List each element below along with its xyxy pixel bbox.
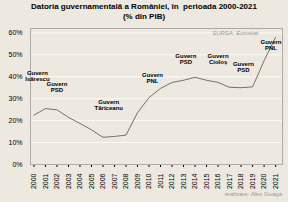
svg-text:2018: 2018 (237, 173, 244, 189)
svg-text:2000: 2000 (30, 173, 37, 189)
svg-text:2014: 2014 (191, 173, 198, 189)
svg-text:GuvernTăriceanu: GuvernTăriceanu (95, 99, 124, 111)
svg-text:30%: 30% (8, 95, 22, 102)
svg-text:2017: 2017 (226, 173, 233, 189)
svg-text:50%: 50% (8, 51, 22, 58)
html-text:Guvern: Guvern (26, 70, 48, 77)
svg-text:2001: 2001 (42, 173, 49, 189)
html-text:Datoria guvernamentală a Român: Datoria guvernamentală a României, în pe… (31, 2, 257, 11)
svg-text:2019: 2019 (249, 173, 256, 189)
svg-text:GuvernPSD: GuvernPSD (233, 61, 254, 73)
svg-text:2008: 2008 (122, 173, 129, 189)
svg-text:2002: 2002 (53, 173, 60, 189)
svg-text:2021: 2021 (272, 173, 279, 189)
svg-text:10%: 10% (8, 139, 22, 146)
svg-text:2013: 2013 (180, 173, 187, 189)
svg-text:60%: 60% (8, 29, 22, 36)
html-text:(% din PIB): (% din PIB) (122, 12, 166, 21)
svg-text:2009: 2009 (134, 173, 141, 189)
svg-text:GuvernCioloș: GuvernCioloș (208, 53, 229, 66)
svg-text:20%: 20% (8, 117, 22, 124)
svg-text:GuvernPNL: GuvernPNL (260, 39, 281, 51)
html-text:Isărescu: Isărescu (25, 76, 50, 83)
svg-text:2011: 2011 (157, 173, 164, 188)
svg-text:2015: 2015 (203, 173, 210, 189)
svg-text:2016: 2016 (214, 173, 221, 189)
svg-text:40%: 40% (8, 73, 22, 80)
svg-text:2003: 2003 (65, 173, 72, 189)
svg-text:0%: 0% (12, 161, 22, 168)
svg-text:2020: 2020 (260, 173, 267, 189)
svg-text:GuvernPSD: GuvernPSD (175, 53, 196, 65)
html-text:realizare: Alex Goaga: realizare: Alex Goaga (224, 191, 282, 197)
svg-text:SURSA: Eurostat: SURSA: Eurostat (212, 30, 259, 36)
svg-text:2005: 2005 (88, 173, 95, 189)
svg-text:GuvernPNL: GuvernPNL (142, 72, 163, 84)
svg-text:2006: 2006 (99, 173, 106, 189)
svg-text:2012: 2012 (168, 173, 175, 189)
svg-text:2007: 2007 (111, 173, 118, 189)
svg-text:GuvernPSD: GuvernPSD (46, 81, 67, 93)
svg-text:2010: 2010 (145, 173, 152, 189)
svg-text:2004: 2004 (76, 173, 83, 189)
